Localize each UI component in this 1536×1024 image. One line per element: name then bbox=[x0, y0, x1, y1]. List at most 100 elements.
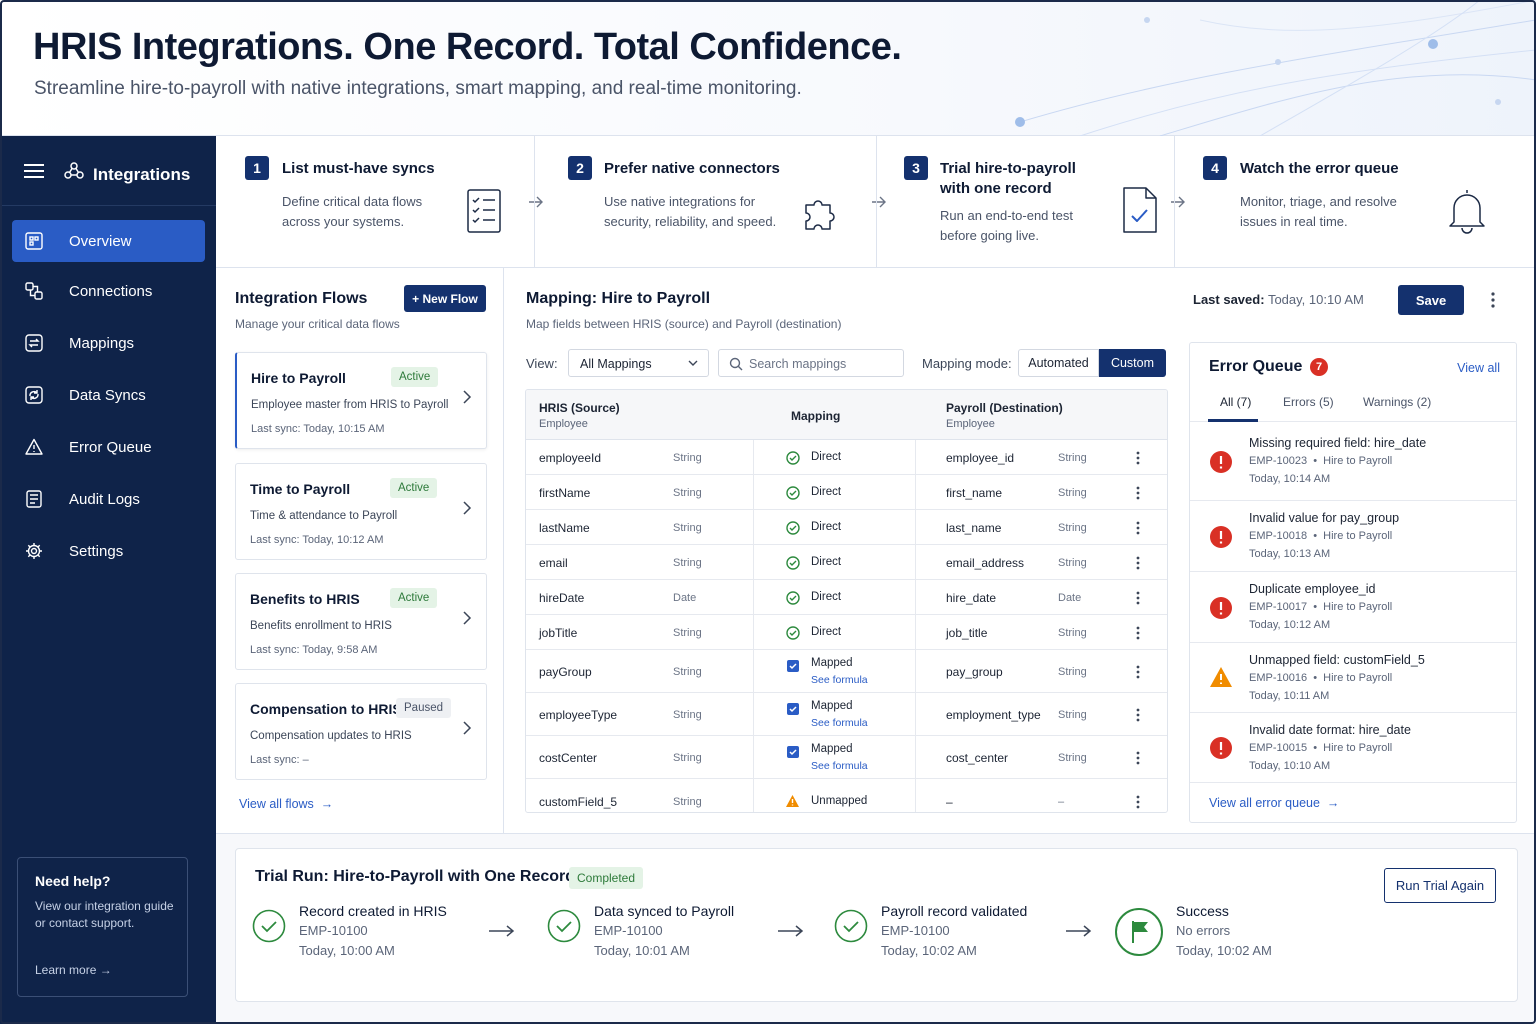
error-time: Today, 10:12 AM bbox=[1249, 619, 1331, 631]
check-circle-icon bbox=[786, 591, 800, 605]
error-title: Missing required field: hire_date bbox=[1249, 436, 1427, 450]
destination-type: String bbox=[1058, 557, 1087, 569]
divider bbox=[1190, 421, 1516, 422]
row-options-icon[interactable] bbox=[1136, 626, 1140, 640]
mode-automated-button[interactable]: Automated bbox=[1018, 349, 1099, 377]
tab-warnings[interactable]: Warnings (2) bbox=[1363, 395, 1432, 409]
table-row[interactable]: jobTitle String Direct job_title String bbox=[526, 615, 1167, 650]
source-type: Date bbox=[673, 592, 697, 604]
last-saved: Last saved: Today, 10:10 AM bbox=[1193, 292, 1364, 307]
mapping-status: Mapped bbox=[811, 657, 853, 669]
error-title: Invalid value for pay_group bbox=[1249, 511, 1400, 525]
status-badge: Completed bbox=[569, 867, 644, 889]
trial-step-record: EMP-10100 bbox=[299, 923, 368, 938]
table-row[interactable]: costCenter String Mapped See formula cos… bbox=[526, 736, 1167, 779]
flow-card-benefits-to-hris[interactable]: Benefits to HRIS Active Benefits enrollm… bbox=[235, 573, 487, 670]
view-all-flows-link[interactable]: View all flows → bbox=[239, 797, 333, 811]
table-row[interactable]: firstName String Direct first_name Strin… bbox=[526, 475, 1167, 510]
row-options-icon[interactable] bbox=[1136, 451, 1140, 465]
flow-description: Benefits enrollment to HRIS bbox=[250, 620, 392, 632]
destination-type: String bbox=[1058, 752, 1087, 764]
destination-field: email_address bbox=[946, 556, 1025, 570]
table-row[interactable]: employeeId String Direct employee_id Str… bbox=[526, 440, 1167, 475]
divider bbox=[534, 136, 535, 268]
flow-name: Hire to Payroll bbox=[1323, 530, 1393, 542]
row-options-icon[interactable] bbox=[1136, 751, 1140, 765]
see-formula-link[interactable]: See formula bbox=[811, 674, 868, 686]
more-options-icon[interactable] bbox=[1490, 292, 1496, 308]
sidebar: Integrations Overview Connections Mappin… bbox=[0, 136, 216, 1024]
hamburger-menu-icon[interactable] bbox=[24, 163, 44, 179]
destination-type: – bbox=[1058, 796, 1065, 808]
table-row[interactable]: employeeType String Mapped See formula e… bbox=[526, 693, 1167, 736]
connections-icon bbox=[24, 281, 44, 301]
error-queue-item[interactable]: Duplicate employee_id EMP-10017 • Hire t… bbox=[1190, 572, 1516, 643]
arrow-right-icon bbox=[488, 924, 516, 938]
source-column-subheader: Employee bbox=[539, 418, 588, 430]
row-options-icon[interactable] bbox=[1136, 486, 1140, 500]
check-circle-icon bbox=[547, 909, 581, 943]
error-queue-item[interactable]: Invalid value for pay_group EMP-10018 • … bbox=[1190, 501, 1516, 572]
table-row[interactable]: payGroup String Mapped See formula pay_g… bbox=[526, 650, 1167, 693]
flow-card-hire-to-payroll[interactable]: Hire to Payroll Active Employee master f… bbox=[235, 352, 487, 449]
error-queue-item[interactable]: Invalid date format: hire_date EMP-10015… bbox=[1190, 713, 1516, 783]
sidebar-item-data-syncs[interactable]: Data Syncs bbox=[12, 374, 205, 416]
tab-errors[interactable]: Errors (5) bbox=[1283, 395, 1334, 409]
view-select[interactable]: All Mappings bbox=[568, 349, 709, 377]
search-input[interactable]: Search mappings bbox=[718, 349, 904, 377]
new-flow-button[interactable]: + New Flow bbox=[404, 285, 486, 312]
learn-more-link[interactable]: Learn more → bbox=[35, 963, 112, 977]
source-field: hireDate bbox=[539, 591, 585, 605]
see-formula-link[interactable]: See formula bbox=[811, 717, 868, 729]
error-queue-item[interactable]: Missing required field: hire_date EMP-10… bbox=[1190, 422, 1516, 501]
mapping-status: Direct bbox=[811, 486, 842, 498]
row-options-icon[interactable] bbox=[1136, 665, 1140, 679]
step-description: Define critical data flows across your s… bbox=[282, 194, 423, 229]
sidebar-item-settings[interactable]: Settings bbox=[12, 530, 205, 572]
error-time: Today, 10:11 AM bbox=[1249, 690, 1330, 702]
destination-field: employee_id bbox=[946, 451, 1015, 465]
sidebar-item-overview[interactable]: Overview bbox=[12, 220, 205, 262]
flows-title: Integration Flows bbox=[235, 290, 368, 307]
view-all-error-queue-link[interactable]: View all error queue → bbox=[1209, 796, 1339, 810]
view-label: View: bbox=[526, 356, 558, 371]
table-row[interactable]: lastName String Direct last_name String bbox=[526, 510, 1167, 545]
sidebar-item-audit-logs[interactable]: Audit Logs bbox=[12, 478, 205, 520]
flow-name: Hire to Payroll bbox=[1323, 601, 1393, 613]
row-options-icon[interactable] bbox=[1136, 556, 1140, 570]
sidebar-item-mappings[interactable]: Mappings bbox=[12, 322, 205, 364]
tab-all[interactable]: All (7) bbox=[1220, 395, 1252, 409]
step-3: 3 Trial hire-to-payroll with one record … bbox=[876, 136, 1174, 268]
table-row[interactable]: customField_5 String Unmapped – – bbox=[526, 779, 1167, 812]
save-button[interactable]: Save bbox=[1398, 285, 1464, 315]
arrow-right-icon bbox=[777, 924, 805, 938]
error-queue-item[interactable]: Unmapped field: customField_5 EMP-10016 … bbox=[1190, 643, 1516, 713]
source-type: String bbox=[673, 522, 702, 534]
row-options-icon[interactable] bbox=[1136, 591, 1140, 605]
chevron-right-icon bbox=[462, 500, 472, 516]
status-badge: Active bbox=[391, 367, 439, 387]
learn-more-label: Learn more bbox=[35, 963, 97, 977]
employee-id: EMP-10016 bbox=[1249, 672, 1308, 684]
flow-card-compensation-to-hris[interactable]: Compensation to HRIS Paused Compensation… bbox=[235, 683, 487, 780]
flow-name: Hire to Payroll bbox=[1323, 742, 1393, 754]
row-options-icon[interactable] bbox=[1136, 795, 1140, 809]
mode-custom-button[interactable]: Custom bbox=[1099, 349, 1166, 377]
sidebar-item-connections[interactable]: Connections bbox=[12, 270, 205, 312]
data-syncs-icon bbox=[24, 385, 44, 405]
row-options-icon[interactable] bbox=[1136, 708, 1140, 722]
step-title: Prefer native connectors bbox=[604, 160, 780, 177]
row-options-icon[interactable] bbox=[1136, 521, 1140, 535]
run-trial-again-button[interactable]: Run Trial Again bbox=[1384, 868, 1496, 903]
table-row[interactable]: hireDate Date Direct hire_date Date bbox=[526, 580, 1167, 615]
table-row[interactable]: email String Direct email_address String bbox=[526, 545, 1167, 580]
see-formula-link[interactable]: See formula bbox=[811, 760, 868, 772]
error-queue-title: Error Queue bbox=[1209, 358, 1303, 375]
view-all-errors-link[interactable]: View all bbox=[1457, 361, 1500, 375]
error-count-badge: 7 bbox=[1310, 358, 1328, 376]
flow-card-time-to-payroll[interactable]: Time to Payroll Active Time & attendance… bbox=[235, 463, 487, 560]
trial-step-title: Payroll record validated bbox=[881, 903, 1028, 919]
active-tab-indicator bbox=[1208, 419, 1258, 422]
sidebar-item-error-queue[interactable]: Error Queue bbox=[12, 426, 205, 468]
mapping-status: Unmapped bbox=[811, 795, 868, 807]
